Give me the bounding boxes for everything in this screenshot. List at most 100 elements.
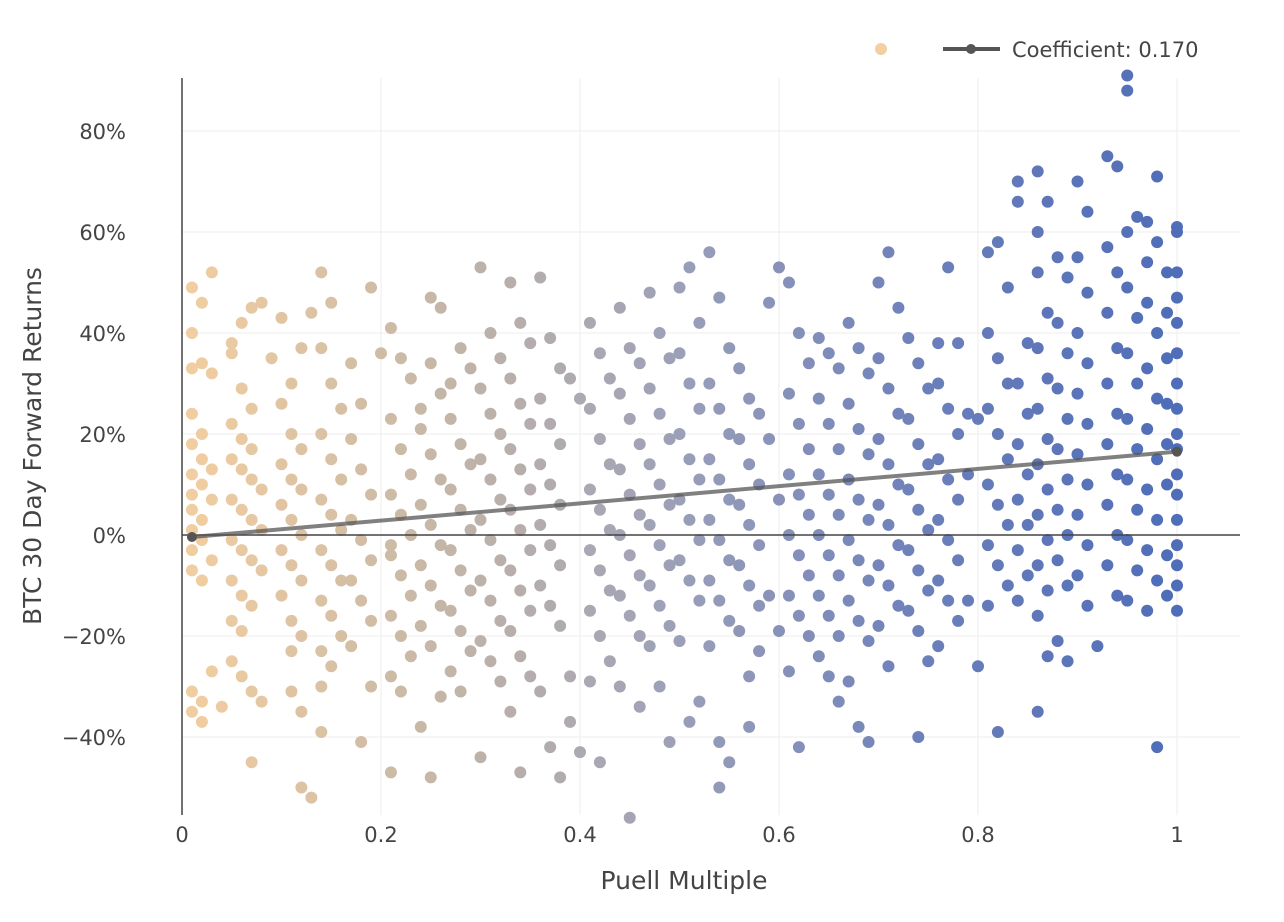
data-point (1171, 604, 1183, 617)
data-point (225, 493, 238, 506)
data-point (773, 261, 785, 274)
data-point (633, 700, 646, 713)
data-point (1081, 539, 1094, 552)
data-point (653, 680, 666, 693)
data-point (1061, 347, 1074, 360)
data-point (1021, 569, 1034, 582)
legend[interactable]: Coefficient: 0.170 (875, 38, 1198, 62)
data-point (275, 498, 288, 511)
data-point (812, 468, 825, 481)
data-point (912, 438, 925, 451)
data-point (743, 518, 756, 531)
data-point (932, 513, 945, 526)
data-point (454, 564, 467, 577)
data-point (474, 635, 487, 648)
data-point (444, 665, 457, 678)
data-point (693, 534, 706, 547)
data-point (1131, 503, 1144, 516)
data-point (912, 357, 925, 370)
data-point (315, 725, 328, 738)
data-point (315, 544, 328, 557)
data-point (285, 559, 298, 572)
data-point (1171, 266, 1183, 279)
data-point (1061, 473, 1074, 486)
data-point (544, 741, 557, 754)
data-point (912, 624, 925, 637)
data-point (414, 422, 427, 435)
data-point (434, 387, 447, 400)
data-point (792, 609, 805, 622)
data-point (434, 473, 447, 486)
data-point (683, 715, 696, 728)
y-tick-label: 80% (79, 120, 126, 144)
data-point (285, 685, 298, 698)
data-point (384, 670, 397, 683)
data-point (643, 640, 656, 653)
data-point (981, 539, 994, 552)
data-point (733, 433, 746, 446)
data-point (713, 594, 726, 607)
data-point (1081, 599, 1094, 612)
data-point (713, 473, 726, 486)
data-point (574, 746, 586, 759)
data-point (922, 584, 935, 597)
data-point (942, 473, 955, 486)
data-point (981, 246, 994, 259)
data-point (753, 645, 766, 658)
data-point (1121, 84, 1134, 97)
data-point (643, 579, 656, 592)
data-point (1071, 327, 1084, 339)
data-point (952, 554, 965, 567)
data-point (673, 281, 686, 294)
data-point (1171, 316, 1183, 329)
data-point (703, 513, 716, 526)
data-point (384, 321, 397, 334)
data-point (424, 357, 437, 370)
data-point (1011, 544, 1024, 557)
data-point (474, 513, 487, 526)
data-point (593, 433, 606, 446)
data-point (365, 554, 378, 567)
data-point (215, 700, 228, 713)
data-point (345, 574, 358, 587)
legend-line-marker[interactable] (966, 44, 976, 54)
legend-label-coefficient[interactable]: Coefficient: 0.170 (1012, 38, 1198, 62)
data-point (653, 327, 666, 339)
data-point (335, 574, 348, 587)
data-point (633, 357, 646, 370)
data-point (673, 347, 686, 360)
data-point (524, 544, 537, 557)
data-point (912, 731, 925, 743)
data-point (991, 352, 1004, 365)
data-point (464, 523, 477, 536)
data-point (1021, 468, 1034, 481)
data-point (414, 619, 427, 632)
data-point (872, 559, 885, 572)
data-point (1051, 443, 1064, 456)
data-point (981, 327, 994, 339)
data-point (205, 493, 218, 506)
data-point (295, 342, 308, 355)
data-point (902, 332, 915, 345)
data-point (991, 428, 1004, 440)
data-point (414, 402, 427, 415)
legend-marker-points[interactable] (875, 43, 887, 55)
data-point (673, 554, 686, 567)
data-point (1051, 316, 1064, 329)
data-point (1041, 584, 1054, 597)
data-point (991, 725, 1004, 738)
data-point (1041, 483, 1054, 496)
data-point (1121, 412, 1134, 425)
data-point (1161, 266, 1174, 279)
data-point (782, 589, 795, 602)
data-point (1151, 327, 1164, 339)
y-tick-label: 20% (79, 423, 126, 447)
data-point (1041, 372, 1054, 385)
data-point (703, 640, 716, 653)
trend-line (191, 449, 1178, 540)
data-point (454, 685, 467, 698)
data-point (773, 493, 785, 506)
data-point (1141, 256, 1154, 269)
data-point (424, 518, 437, 531)
data-point (713, 291, 726, 304)
